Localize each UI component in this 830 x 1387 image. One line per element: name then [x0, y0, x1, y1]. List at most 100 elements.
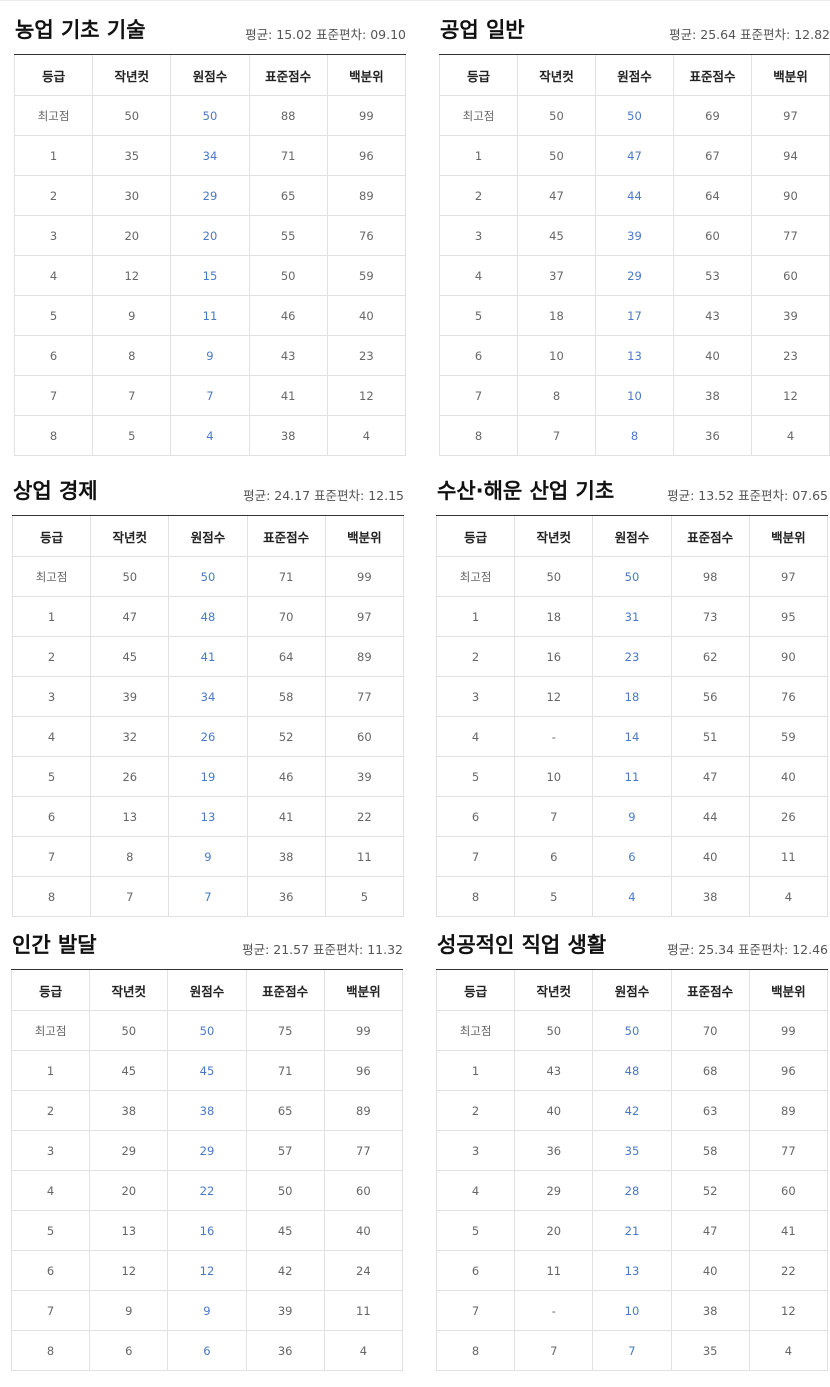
raw-score-cell: 15: [170, 255, 250, 296]
column-header: 등급: [13, 55, 94, 96]
last-year-cut-cell: 39: [90, 676, 170, 717]
raw-score-cell: 22: [167, 1170, 247, 1211]
percentile-cell: 23: [326, 335, 407, 376]
table-row: 1 35 34 71 96: [13, 135, 407, 176]
standard-score-cell: 40: [670, 1250, 750, 1291]
table-row: 5 10 11 47 40: [435, 756, 829, 797]
column-header: 표준점수: [673, 55, 752, 96]
table-row: 6 7 9 44 26: [435, 796, 829, 837]
subject-stats: 평균: 25.64 표준편차: 12.82: [669, 27, 830, 42]
grade-cell: 4: [11, 716, 92, 757]
table-row: 8 7 7 36 5: [11, 876, 405, 917]
percentile-cell: 40: [748, 756, 829, 797]
last-year-cut-cell: 5: [92, 415, 172, 456]
column-header: 원점수: [595, 55, 674, 96]
grade-cell: 6: [435, 796, 516, 837]
grade-table: 등급 작년컷 원점수 표준점수 백분위 최고점 50 50 75 99 1 45 45 71 96 2 38 38…: [10, 970, 404, 1371]
last-year-cut-cell: 7: [92, 375, 172, 416]
column-header: 표준점수: [670, 516, 750, 557]
table-row: 4 12 15 50 59: [13, 255, 407, 296]
last-year-cut-cell: 12: [514, 676, 594, 717]
percentile-cell: 4: [748, 1330, 829, 1371]
last-year-cut-cell: 50: [517, 135, 596, 176]
last-year-cut-cell: 30: [92, 175, 172, 216]
last-year-cut-cell: 7: [517, 415, 596, 456]
percentile-cell: 90: [748, 636, 829, 677]
grade-cell: 1: [11, 596, 92, 637]
column-header: 백분위: [748, 970, 829, 1011]
panel-header: 성공적인 직업 생활 평균: 25.34 표준편차: 12.46: [436, 929, 828, 970]
grade-cell: 7: [439, 375, 518, 416]
percentile-cell: 99: [326, 95, 407, 136]
percentile-cell: 94: [751, 135, 830, 176]
grade-cell: 2: [435, 636, 516, 677]
percentile-cell: 12: [326, 375, 407, 416]
raw-score-cell: 9: [170, 335, 250, 376]
grade-cell: 3: [10, 1130, 91, 1171]
percentile-cell: 22: [748, 1250, 829, 1291]
grade-cell: 8: [435, 876, 516, 917]
grade-cell: 1: [13, 135, 94, 176]
percentile-cell: 4: [751, 415, 830, 456]
standard-score-cell: 40: [670, 836, 750, 877]
grade-cell: 5: [10, 1210, 91, 1251]
grade-cell: 4: [13, 255, 94, 296]
column-header: 등급: [439, 55, 518, 96]
percentile-cell: 39: [324, 756, 405, 797]
raw-score-cell: 10: [592, 1290, 672, 1331]
percentile-cell: 97: [751, 95, 830, 136]
raw-score-cell: 50: [592, 1010, 672, 1051]
column-header: 표준점수: [670, 970, 750, 1011]
table-row: 5 13 16 45 40: [10, 1210, 404, 1251]
grade-cell: 7: [435, 836, 516, 877]
last-year-cut-cell: 6: [89, 1330, 169, 1371]
table-row: 3 12 18 56 76: [435, 676, 829, 717]
grade-cell: 최고점: [435, 556, 516, 597]
standard-score-cell: 53: [673, 255, 752, 296]
raw-score-cell: 47: [595, 135, 674, 176]
grade-cell: 5: [13, 295, 94, 336]
panel-header: 인간 발달 평균: 21.57 표준편차: 11.32: [11, 929, 403, 970]
standard-score-cell: 57: [245, 1130, 325, 1171]
panel-header: 상업 경제 평균: 24.17 표준편차: 12.15: [12, 475, 404, 516]
raw-score-cell: 7: [168, 876, 248, 917]
standard-score-cell: 63: [670, 1090, 750, 1131]
table-row: 최고점 50 50 69 97: [439, 95, 830, 136]
column-header: 등급: [435, 970, 516, 1011]
table-row: 1 18 31 73 95: [435, 596, 829, 637]
subject-panel-4: 인간 발달 평균: 21.57 표준편차: 11.32 등급 작년컷 원점수 표준점수…: [10, 929, 404, 1371]
column-header: 작년컷: [92, 55, 172, 96]
standard-score-cell: 52: [670, 1170, 750, 1211]
last-year-cut-cell: 37: [517, 255, 596, 296]
standard-score-cell: 56: [670, 676, 750, 717]
grade-cell: 3: [439, 215, 518, 256]
percentile-cell: 77: [324, 676, 405, 717]
table-header-row: 등급 작년컷 원점수 표준점수 백분위: [435, 970, 829, 1011]
table-row: 7 9 9 39 11: [10, 1290, 404, 1331]
table-row: 6 13 13 41 22: [11, 796, 405, 837]
table-row: 3 39 34 58 77: [11, 676, 405, 717]
table-row: 최고점 50 50 70 99: [435, 1010, 829, 1051]
percentile-cell: 39: [751, 295, 830, 336]
raw-score-cell: 9: [592, 796, 672, 837]
subject-title: 상업 경제: [13, 479, 98, 503]
column-header: 등급: [435, 516, 516, 557]
percentile-cell: 96: [326, 135, 407, 176]
last-year-cut-cell: 29: [89, 1130, 169, 1171]
subject-panel-2: 상업 경제 평균: 24.17 표준편차: 12.15 등급 작년컷 원점수 표준점수…: [11, 475, 405, 917]
grade-table: 등급 작년컷 원점수 표준점수 백분위 최고점 50 50 88 99 1 35 34 71 96 2 30 29…: [13, 55, 407, 456]
grade-cell: 5: [11, 756, 92, 797]
column-header: 표준점수: [245, 970, 325, 1011]
last-year-cut-cell: 8: [517, 375, 596, 416]
standard-score-cell: 71: [246, 556, 326, 597]
percentile-cell: 89: [324, 636, 405, 677]
last-year-cut-cell: 6: [514, 836, 594, 877]
table-row: 3 45 39 60 77: [439, 215, 830, 256]
percentile-cell: 60: [748, 1170, 829, 1211]
grade-cell: 7: [11, 836, 92, 877]
standard-score-cell: 98: [670, 556, 750, 597]
grade-cell: 4: [435, 716, 516, 757]
table-row: 8 7 7 35 4: [435, 1330, 829, 1371]
table-row: 4-14 51 59: [435, 716, 829, 757]
standard-score-cell: 70: [246, 596, 326, 637]
